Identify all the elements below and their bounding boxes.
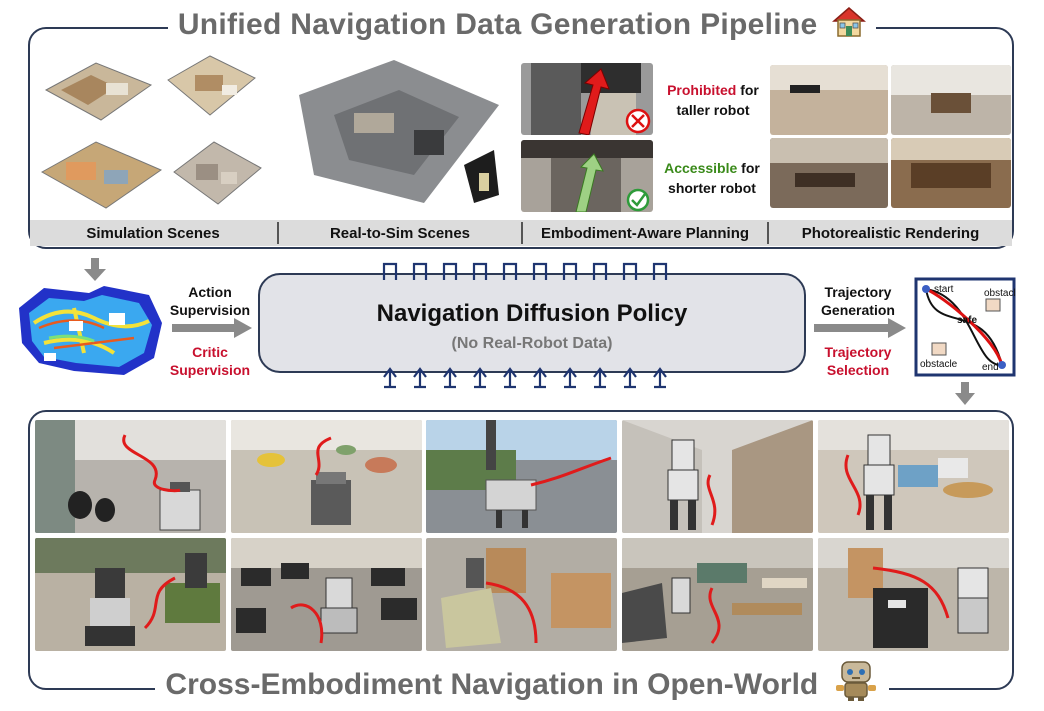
action-line2: Supervision [169, 302, 251, 318]
prohibited-path-image [521, 63, 653, 135]
render-image-3 [770, 138, 888, 208]
diagram-obstacle-top-label: obstacle [984, 288, 1016, 299]
diagram-obstacle-bottom-label: obstacle [920, 359, 958, 370]
robot-photo-8 [426, 538, 617, 651]
robot-photo-6 [35, 538, 226, 651]
robot-photo-4 [622, 420, 813, 533]
pipeline-title: Unified Navigation Data Generation Pipel… [0, 6, 1044, 42]
critic-line1: Critic [192, 344, 228, 360]
diagram-safe-label: safe [957, 315, 977, 326]
traj-gen-line2: Generation [821, 302, 895, 318]
prohibited-caption: Prohibited for taller robot [658, 80, 768, 120]
house-icon [832, 7, 867, 37]
strip-divider [277, 222, 279, 244]
accessible-word: Accessible [664, 160, 738, 176]
robot-icon [835, 661, 876, 701]
render-image-2 [891, 65, 1011, 135]
robot-photo-10 [818, 538, 1009, 651]
robot-photo-5 [818, 420, 1009, 533]
input-connectors-top [382, 262, 668, 280]
down-arrow-icon [84, 258, 106, 281]
robot-photo-3 [426, 420, 617, 533]
accessible-line2: shorter robot [668, 180, 756, 196]
robot-photo-7 [231, 538, 422, 651]
critic-supervision-label: Critic Supervision [164, 343, 256, 379]
traj-sel-line2: Selection [826, 362, 890, 378]
diagram-end-label: end [982, 362, 999, 373]
action-line1: Action [188, 284, 232, 300]
prohibited-line2: taller robot [676, 102, 750, 118]
right-arrow-icon [814, 318, 906, 338]
accessible-for: for [737, 160, 760, 176]
accessible-caption: Accessible for shorter robot [656, 158, 768, 198]
open-world-title: Cross-Embodiment Navigation in Open-Worl… [0, 658, 1044, 702]
traj-gen-line1: Trajectory [824, 284, 892, 300]
render-image-4 [891, 138, 1011, 208]
label-simulation-scenes: Simulation Scenes [86, 225, 220, 242]
traj-sel-line1: Trajectory [824, 344, 892, 360]
trajectory-selection-label: Trajectory Selection [808, 343, 908, 379]
open-world-title-text: Cross-Embodiment Navigation in Open-Worl… [165, 668, 819, 701]
critic-line2: Supervision [169, 362, 251, 378]
simulation-scene-3 [40, 141, 163, 209]
simulation-scene-2 [167, 55, 256, 116]
label-real-to-sim-scenes: Real-to-Sim Scenes [329, 225, 471, 242]
pipeline-title-text: Unified Navigation Data Generation Pipel… [177, 8, 818, 41]
prohibited-for: for [736, 82, 759, 98]
robot-photo-9 [622, 538, 813, 651]
diffusion-policy-box [258, 273, 806, 373]
simulation-scene-4 [173, 141, 262, 205]
real-to-sim-scene [294, 55, 504, 205]
accessible-path-image [521, 140, 653, 212]
diagram-start-label: start [934, 284, 954, 295]
down-arrow-icon [955, 382, 975, 405]
label-embodiment-aware-planning: Embodiment-Aware Planning [540, 225, 750, 242]
trajectory-generation-label: Trajectory Generation [808, 283, 908, 319]
policy-subtitle: (No Real-Robot Data) [451, 335, 613, 352]
right-arrow-icon [172, 318, 252, 338]
policy-title: Navigation Diffusion Policy [376, 300, 688, 327]
strip-divider [521, 222, 523, 244]
action-supervision-label: Action Supervision [164, 283, 256, 319]
prohibited-word: Prohibited [667, 82, 737, 98]
robot-photo-2 [231, 420, 422, 533]
up-arrows-bottom [383, 367, 667, 389]
robot-photo-1 [35, 420, 226, 533]
strip-divider [767, 222, 769, 244]
trajectory-diagram: start obstacle safe obstacle end [914, 277, 1016, 377]
render-image-1 [770, 65, 888, 135]
label-photorealistic-rendering: Photorealistic Rendering [801, 225, 980, 242]
simulation-scene-1 [44, 62, 153, 121]
costmap-heatmap [19, 286, 162, 375]
